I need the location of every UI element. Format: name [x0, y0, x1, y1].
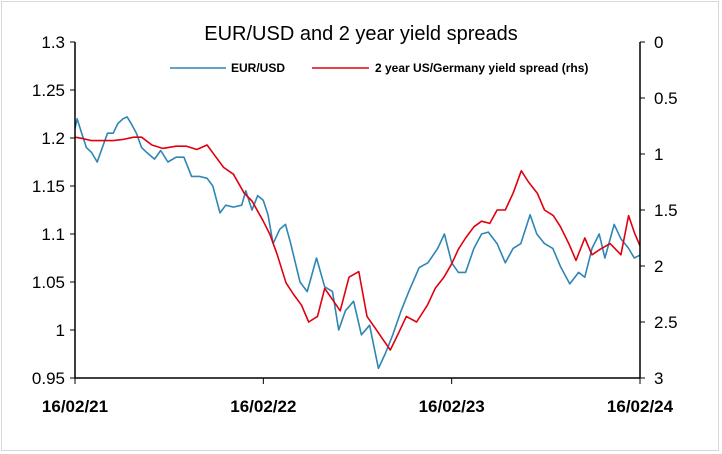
- right-tick-label: 0.5: [654, 89, 678, 108]
- right-tick-label: 2: [654, 257, 663, 276]
- right-tick-label: 1: [654, 145, 663, 164]
- left-tick-label: 1.05: [32, 273, 65, 292]
- left-tick-label: 1.2: [41, 129, 65, 148]
- axes-layer: 1.3 1.25 1.2 1.15 1.1 1.05 1 0.95 0 0.5 1 1.5 2 2.5 3 1…: [32, 33, 678, 416]
- left-tick-label: 1.3: [41, 33, 65, 52]
- chart-title: EUR/USD and 2 year yield spreads: [204, 23, 517, 45]
- left-tick-label: 0.95: [32, 369, 65, 388]
- x-tick-label: 16/02/23: [419, 397, 485, 416]
- series-line-eurusd: [74, 116, 641, 370]
- right-tick-label: 1.5: [654, 201, 678, 220]
- x-tick-label: 16/02/21: [42, 397, 108, 416]
- right-tick-label: 3: [654, 369, 663, 388]
- legend: EUR/USD 2 year US/Germany yield spread (…: [170, 61, 588, 75]
- left-tick-label: 1.25: [32, 81, 65, 100]
- left-tick-label: 1.15: [32, 177, 65, 196]
- legend-label-eurusd: EUR/USD: [231, 61, 285, 75]
- series-line-yield-spread: [74, 136, 641, 351]
- x-tick-label: 16/02/24: [607, 397, 674, 416]
- right-tick-label: 0: [654, 33, 663, 52]
- left-tick-label: 1: [56, 321, 65, 340]
- right-tick-label: 2.5: [654, 313, 678, 332]
- x-tick-label: 16/02/22: [230, 397, 296, 416]
- legend-label-spread: 2 year US/Germany yield spread (rhs): [375, 61, 588, 75]
- left-tick-label: 1.1: [41, 225, 65, 244]
- series-layer: [74, 116, 641, 370]
